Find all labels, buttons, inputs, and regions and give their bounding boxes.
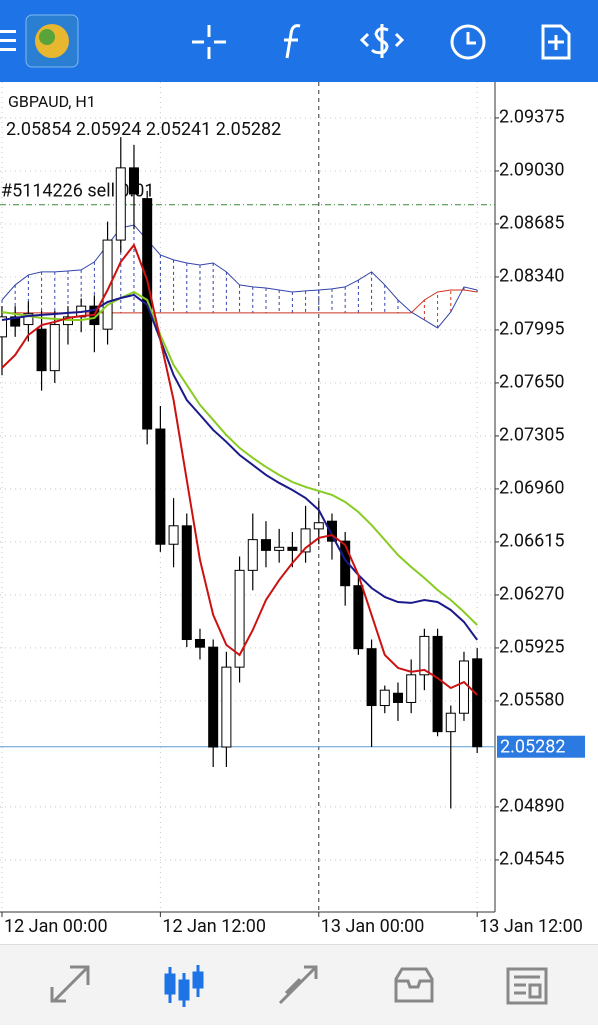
y-tick-label: 2.07650 (499, 372, 564, 393)
y-tick-label: 2.04890 (499, 796, 564, 817)
candle-body (260, 539, 271, 551)
candle-body (168, 525, 179, 545)
candle-body (379, 689, 390, 707)
candle-body (36, 328, 47, 372)
y-tick-label: 2.09375 (499, 107, 564, 128)
candle-body (181, 525, 192, 640)
trade-tab[interactable] (278, 965, 318, 1005)
candle-body (313, 522, 324, 530)
candle-body (221, 666, 232, 748)
y-tick-label: 2.05580 (499, 690, 564, 711)
current-price-box (497, 735, 585, 758)
candle-body (287, 546, 298, 551)
candle-body (247, 539, 258, 571)
chart: 2.09375 2.09030 2.08685 2.08340 2.07995 2.076… (0, 82, 585, 937)
y-tick-label: 2.09030 (499, 160, 564, 181)
candle-body (458, 660, 469, 714)
current-price-label: 2.05282 (500, 736, 565, 757)
bottom-nav (0, 944, 598, 1025)
cloud-span-a (1, 224, 478, 329)
candle-body (23, 313, 34, 326)
history-tab[interactable] (394, 967, 434, 1003)
y-tick-label: 2.06615 (499, 531, 564, 552)
candle-body (0, 316, 7, 338)
menu-icon[interactable] (0, 30, 16, 51)
candle-body (432, 635, 443, 733)
app-logo[interactable] (25, 14, 79, 68)
trade-icon[interactable] (359, 24, 405, 58)
history-icon[interactable] (450, 24, 486, 60)
y-tick-label: 2.04545 (499, 849, 564, 870)
ohlc-header: 2.05854 2.05924 2.05241 2.05282 (6, 119, 281, 140)
top-bar (0, 0, 598, 82)
crosshair-icon[interactable] (192, 25, 226, 59)
toolbar-icons (0, 14, 571, 68)
chart-tab[interactable] (164, 965, 204, 1007)
candle-body (49, 324, 60, 372)
x-tick-label: 13 Jan 00:00 (321, 916, 425, 937)
new-order-icon[interactable] (541, 24, 571, 60)
candle-body (366, 648, 377, 707)
candle-body (194, 638, 205, 648)
ohlc-low: 2.05241 (146, 119, 211, 140)
candle-body (234, 569, 245, 668)
moving-average (1, 242, 478, 696)
news-tab[interactable] (506, 967, 548, 1005)
candle-body (128, 167, 139, 195)
y-tick-label: 2.08685 (499, 213, 564, 234)
moving-average (1, 293, 478, 641)
candle-body (155, 428, 166, 545)
candle-body (300, 528, 311, 553)
candle-body (115, 167, 126, 241)
symbol-label: GBPAUD, H1 (8, 92, 96, 111)
x-tick-label: 12 Jan 00:00 (4, 916, 108, 937)
y-tick-label: 2.06270 (499, 584, 564, 605)
plot-area (0, 82, 495, 912)
ohlc-close: 2.05282 (216, 119, 281, 140)
x-tick-label: 13 Jan 12:00 (479, 916, 583, 937)
candle-body (419, 635, 430, 676)
indicators-icon[interactable] (284, 24, 301, 59)
candle-body (340, 540, 351, 587)
y-tick-label: 2.07305 (499, 425, 564, 446)
moving-average (1, 290, 478, 626)
candle-body (208, 646, 219, 748)
candle-body (445, 712, 456, 733)
ohlc-open: 2.05854 (6, 119, 71, 140)
y-tick-label: 2.05925 (499, 637, 564, 658)
candle-body (10, 316, 21, 327)
candle-body (274, 546, 285, 551)
y-tick-label: 2.08340 (499, 266, 564, 287)
candle-body (472, 658, 483, 748)
x-tick-label: 12 Jan 12:00 (162, 916, 266, 937)
y-tick-label: 2.07995 (499, 319, 564, 340)
nav-icons (50, 965, 548, 1007)
candle-body (353, 585, 364, 650)
quotes-tab[interactable] (50, 965, 90, 1003)
candle-body (406, 674, 417, 703)
ohlc-high: 2.05924 (76, 119, 141, 140)
candle-body (326, 520, 337, 542)
candle-body (392, 692, 403, 703)
y-tick-label: 2.06960 (499, 478, 564, 499)
candle-body (102, 239, 113, 330)
